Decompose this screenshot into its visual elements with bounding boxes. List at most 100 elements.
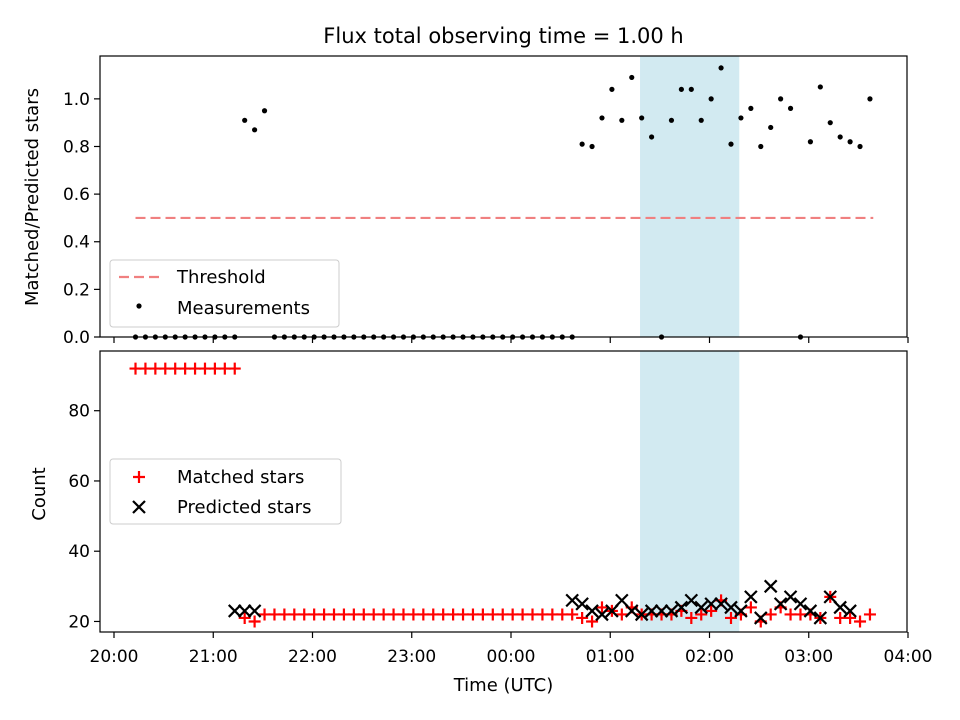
- measurement-point: [688, 86, 694, 92]
- predicted-star-point: [615, 593, 629, 608]
- predicted-star-point: [843, 604, 857, 618]
- measurement-point: [261, 108, 268, 114]
- predicted-star-point: [237, 604, 252, 618]
- predicted-star-point: [704, 597, 718, 611]
- measurement-point: [649, 134, 655, 140]
- predicted-star-point: [585, 604, 599, 618]
- measurement-points: [132, 65, 873, 340]
- predicted-star-point: [724, 600, 738, 615]
- matched-star-point: [566, 608, 579, 621]
- measurement-point: [639, 115, 645, 121]
- predicted-star-point: [813, 611, 828, 625]
- matched-star-point: [764, 608, 777, 621]
- bottom-x-tick-label: 20:00: [90, 647, 139, 667]
- matched-star-point: [705, 604, 718, 617]
- legend-matched-label: Matched stars: [177, 467, 304, 488]
- predicted-star-point: [575, 597, 589, 611]
- bottom-x-tick-label: 00:00: [487, 647, 536, 667]
- top-y-tick-label: 1.0: [63, 90, 90, 110]
- matched-star-point: [238, 611, 251, 624]
- measurement-point: [758, 143, 764, 150]
- bottom-legend-box: [109, 458, 342, 525]
- matched-star-point: [586, 615, 599, 628]
- top-legend: Threshold Measurements: [109, 259, 340, 328]
- predicted-star-point: [783, 590, 798, 604]
- predicted-star-point: [734, 604, 748, 618]
- bottom-x-tick-label: 23:00: [387, 647, 436, 667]
- predicted-star-point: [833, 600, 847, 615]
- measurement-point: [817, 84, 823, 90]
- bottom-legend: Matched stars Predicted stars: [109, 458, 342, 525]
- bottom-y-tick-label: 80: [68, 402, 90, 422]
- measurement-point: [589, 143, 595, 150]
- matched-star-point: [844, 611, 857, 624]
- predicted-star-point: [247, 604, 262, 618]
- predicted-stars-points: [227, 579, 857, 625]
- legend-threshold-label: Threshold: [176, 267, 266, 288]
- measurement-point: [698, 117, 704, 123]
- top-y-tick-label: 0.8: [63, 137, 90, 157]
- measurement-point: [252, 127, 258, 133]
- predicted-star-point: [674, 600, 689, 615]
- bottom-y-ticks: 20 40 60 80: [68, 402, 100, 632]
- matched-star-point: [228, 362, 241, 375]
- measurement-point: [787, 105, 794, 111]
- predicted-star-point: [654, 604, 669, 618]
- predicted-star-point: [684, 593, 699, 608]
- bottom-panel: 20 40 60 80 20:00 21:00 22:00 23:00 00:00 01:00 0…: [29, 350, 933, 696]
- legend-predicted-swatch: [132, 500, 146, 514]
- bottom-y-tick-label: 40: [68, 542, 90, 562]
- top-highlight-window: [640, 56, 740, 337]
- bottom-x-ticks: 20:00 21:00 22:00 23:00 00:00 01:00 02:00 03:00…: [90, 632, 933, 667]
- measurement-point: [768, 124, 774, 131]
- predicted-star-point: [763, 579, 778, 594]
- matched-star-point: [685, 611, 698, 624]
- measurement-point: [867, 96, 873, 102]
- legend-matched-swatch: [133, 471, 145, 483]
- matched-star-point: [854, 615, 867, 628]
- bottom-y-tick-label: 20: [68, 612, 90, 632]
- top-y-ticks: 0.0 0.2 0.4 0.6 0.8 1.0: [63, 90, 100, 348]
- measurement-point: [678, 86, 684, 92]
- bottom-x-tick-label: 02:00: [685, 647, 734, 667]
- predicted-star-point: [793, 597, 808, 611]
- measurement-point: [609, 86, 615, 92]
- predicted-star-point: [744, 590, 758, 604]
- matched-star-point: [744, 601, 757, 614]
- predicted-star-point: [605, 604, 619, 618]
- predicted-star-point: [624, 604, 639, 618]
- predicted-star-point: [803, 604, 818, 618]
- top-chart-title: Flux total observing time = 1.00 h: [323, 24, 683, 48]
- bottom-x-tick-label: 21:00: [189, 647, 238, 667]
- predicted-star-point: [754, 611, 768, 625]
- bottom-x-tick-label: 04:00: [884, 647, 933, 667]
- top-y-tick-label: 0.6: [63, 185, 90, 205]
- measurement-point: [748, 105, 754, 111]
- measurement-point: [738, 115, 744, 121]
- top-legend-box: [109, 259, 340, 328]
- legend-measurements-label: Measurements: [177, 298, 310, 319]
- measurement-point: [629, 74, 635, 81]
- predicted-star-point: [664, 604, 679, 618]
- measurement-point: [827, 120, 833, 126]
- matched-star-point: [595, 601, 608, 614]
- bottom-y-axis-label: Count: [29, 467, 50, 520]
- top-y-tick-label: 0.2: [63, 280, 90, 300]
- top-axes-frame: [99, 55, 908, 338]
- predicted-star-point: [595, 607, 609, 622]
- matched-star-point: [615, 608, 628, 621]
- matched-star-point: [576, 611, 589, 624]
- predicted-star-point: [823, 590, 838, 604]
- measurement-point: [847, 139, 853, 145]
- predicted-star-point: [694, 600, 709, 615]
- measurement-point: [619, 117, 625, 123]
- bottom-x-tick-label: 03:00: [784, 647, 833, 667]
- bottom-x-tick-label: 22:00: [288, 647, 337, 667]
- matched-star-point: [863, 608, 876, 621]
- measurement-point: [837, 134, 843, 140]
- top-y-axis-label: Matched/Predicted stars: [22, 88, 43, 306]
- legend-predicted-label: Predicted stars: [177, 497, 311, 518]
- measurement-point: [708, 96, 714, 102]
- predicted-star-point: [773, 597, 788, 611]
- predicted-star-point: [714, 597, 728, 611]
